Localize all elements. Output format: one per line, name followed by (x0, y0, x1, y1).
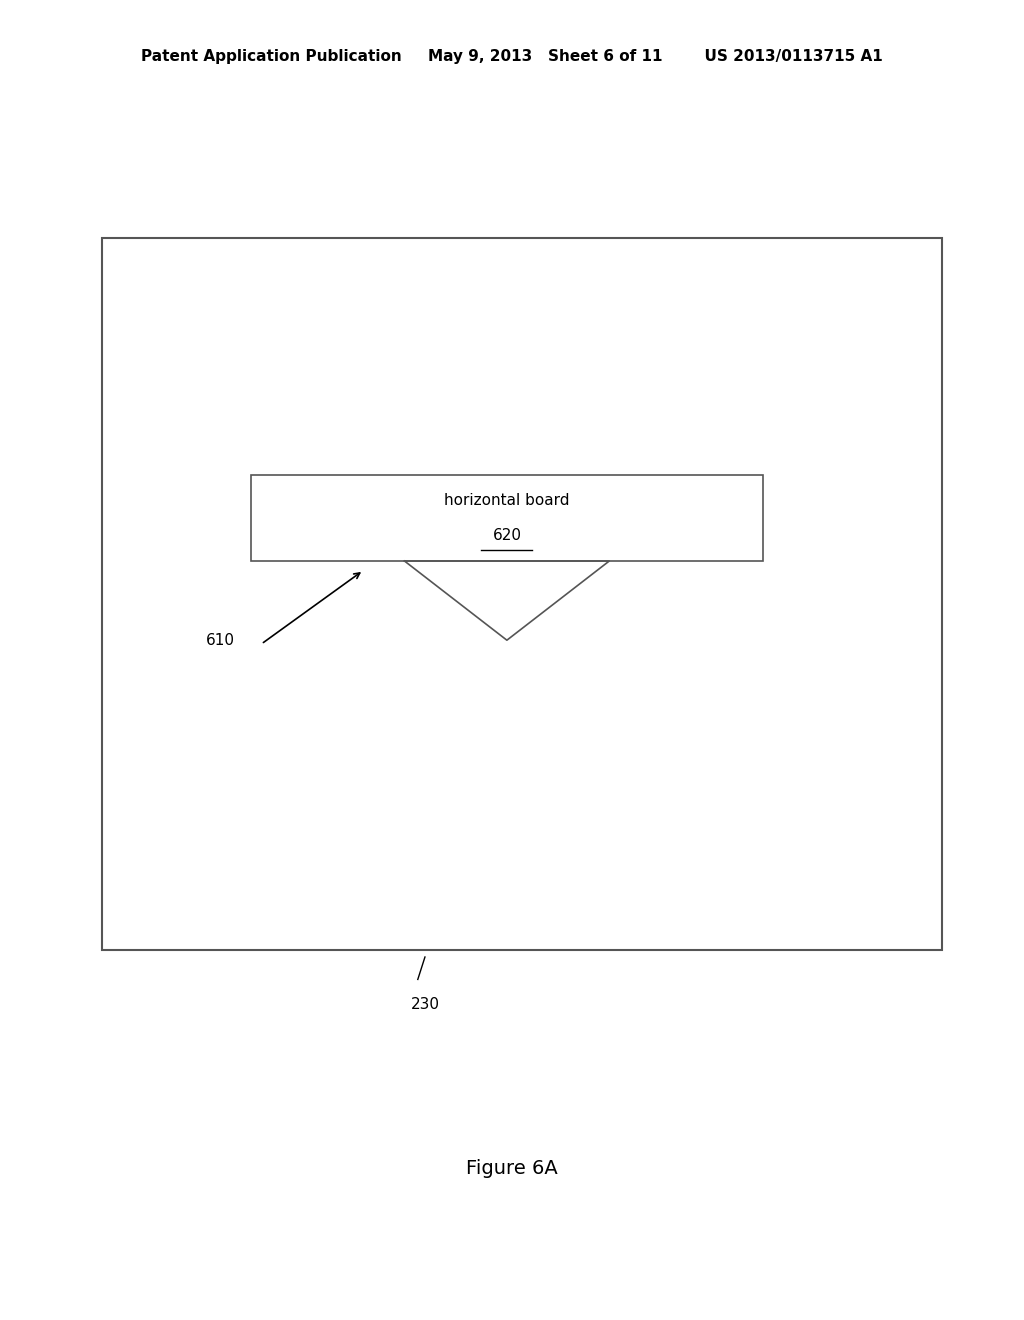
Bar (251, 475, 763, 561)
Bar (102, 238, 942, 950)
Text: 610: 610 (206, 632, 234, 648)
Text: Figure 6A: Figure 6A (466, 1159, 558, 1177)
Text: horizontal board: horizontal board (444, 494, 569, 508)
Text: 620: 620 (493, 528, 521, 543)
Text: Patent Application Publication     May 9, 2013   Sheet 6 of 11        US 2013/01: Patent Application Publication May 9, 20… (141, 49, 883, 65)
Text: 230: 230 (411, 997, 439, 1011)
